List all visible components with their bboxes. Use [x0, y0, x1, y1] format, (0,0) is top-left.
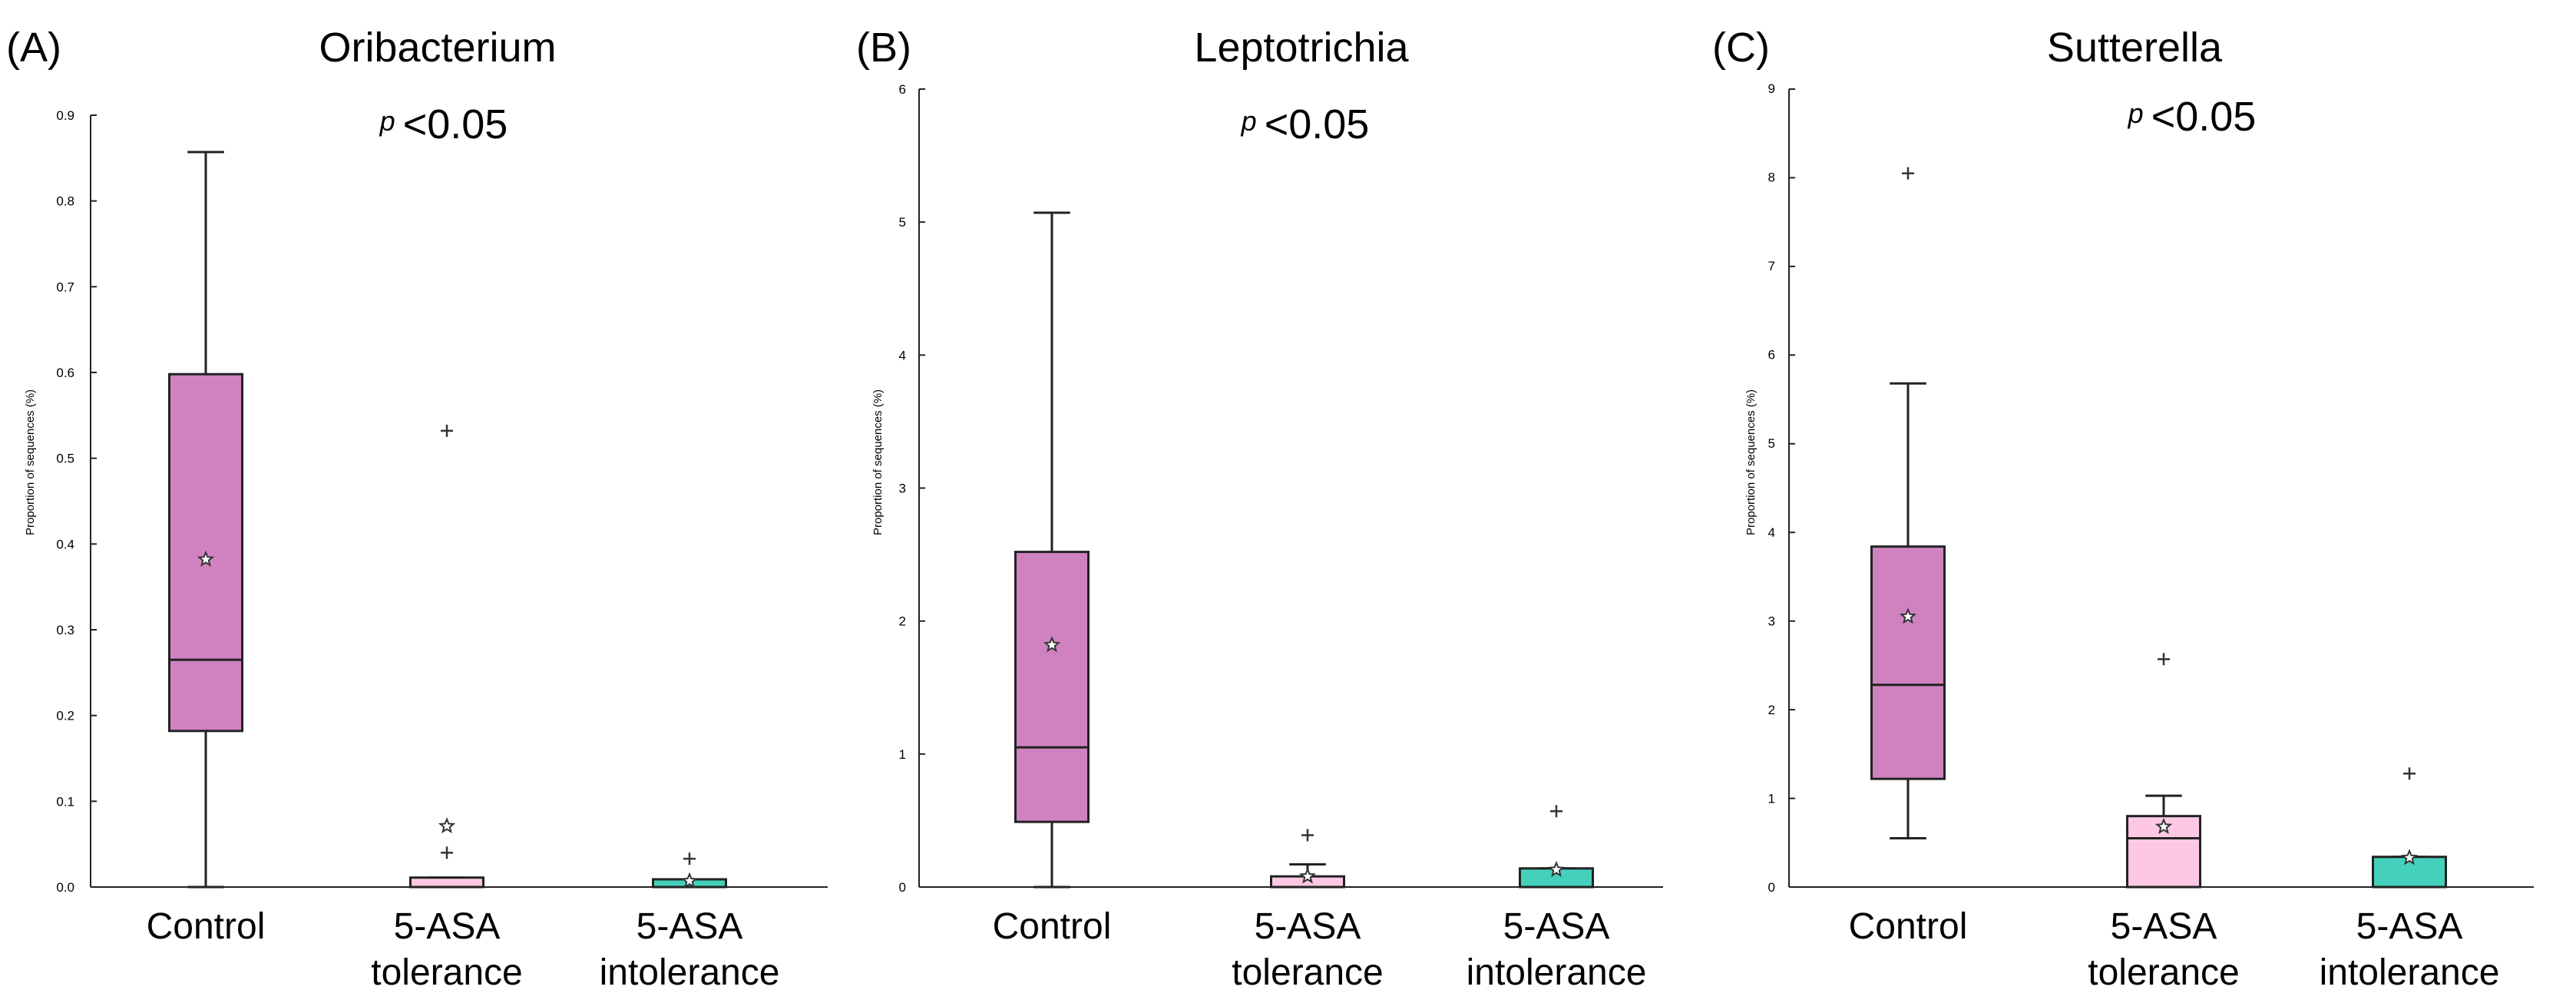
panel-a: (A) Oribacterium p <0.05 Proportion of se… — [6, 25, 828, 993]
panel-c-label: (C) — [1712, 25, 1770, 71]
panel-b-box-intolerance — [1519, 805, 1594, 889]
panel-b-xlabel-intolerance-l2: intolerance — [1467, 952, 1647, 993]
panel-a-tolerance-outlier-0 — [441, 424, 453, 437]
panel-c-pvalue: p <0.05 — [2128, 94, 2257, 140]
panel-c-box-tolerance — [2126, 653, 2201, 889]
panel-b-ytick-2: 2 — [899, 614, 906, 629]
panel-b-xlabel-tolerance-l1: 5-ASA — [1255, 906, 1361, 947]
panel-a-ytick-3: 0.3 — [56, 623, 74, 637]
panel-c-intolerance-mean-star — [2400, 849, 2419, 866]
panel-c: (C) Sutterella p <0.05 Proportion of sequ… — [1712, 25, 2534, 993]
panel-c-control-mean-star — [1899, 607, 1917, 624]
panel-c-ytick-0: 0 — [1768, 880, 1775, 895]
panel-a-ytick-6: 0.6 — [56, 366, 74, 380]
panel-a-pvalue: p <0.05 — [379, 101, 508, 147]
panel-c-ytick-1: 1 — [1768, 791, 1775, 806]
panel-c-ytick-2: 2 — [1768, 703, 1775, 717]
panel-a-title: Oribacterium — [319, 25, 556, 71]
panel-c-boxes — [1870, 167, 2447, 889]
panel-a-ytick-1: 0.1 — [56, 794, 74, 809]
panel-a-box-control — [168, 151, 243, 889]
panel-c-tolerance-outlier-0 — [2158, 653, 2170, 666]
panel-c-ytick-4: 4 — [1768, 525, 1775, 540]
panel-c-control-iqr-box — [1870, 545, 1946, 780]
panel-b-control-mean-star — [1043, 636, 1061, 653]
panel-c-title: Sutterella — [2047, 25, 2223, 71]
panel-b-xlabel-intolerance-l1: 5-ASA — [1503, 906, 1610, 947]
panel-b-tolerance-mean-star — [1298, 867, 1317, 884]
panel-c-control-outlier-0 — [1902, 167, 1914, 180]
panel-b-box-control — [1014, 211, 1090, 889]
panel-a-ytick-8: 0.8 — [56, 194, 74, 209]
panel-a-ytick-4: 0.4 — [56, 537, 74, 551]
panel-c-xlabel-intolerance-l1: 5-ASA — [2356, 906, 2463, 947]
panel-b-pvalue-p: p — [1241, 105, 1257, 137]
panel-b-ytick-6: 6 — [899, 82, 906, 97]
panel-a-box-intolerance — [652, 852, 727, 889]
panel-a-box-tolerance — [409, 424, 484, 889]
panel-a-xlabel-intolerance-l2: intolerance — [600, 952, 780, 993]
panel-a-tolerance-outlier-1 — [441, 846, 453, 859]
panel-c-pvalue-p: p — [2128, 98, 2144, 129]
panel-b-ytick-3: 3 — [899, 482, 906, 496]
panel-c-ytick-5: 5 — [1768, 436, 1775, 451]
panel-a-pvalue-text: <0.05 — [403, 101, 508, 147]
panel-a-xlabel-tolerance-l1: 5-ASA — [394, 906, 501, 947]
panel-c-ytick-6: 6 — [1768, 348, 1775, 362]
panel-b-pvalue: p <0.05 — [1241, 101, 1370, 147]
panel-c-tolerance-mean-star — [2154, 817, 2173, 834]
panel-b-pvalue-text: <0.05 — [1265, 101, 1370, 147]
panel-c-ylabel: Proportion of sequences (%) — [1744, 389, 1758, 535]
panel-c-box-intolerance — [2372, 767, 2447, 889]
panel-b-tolerance-outlier-0 — [1301, 829, 1314, 842]
panel-a-ytick-9: 0.9 — [56, 108, 74, 123]
panel-a-ytick-7: 0.7 — [56, 280, 74, 294]
panel-a-ytick-5: 0.5 — [56, 452, 74, 466]
panel-c-pvalue-text: <0.05 — [2151, 94, 2257, 140]
panel-a-pvalue-p: p — [379, 105, 395, 137]
panel-c-ytick-8: 8 — [1768, 170, 1775, 185]
panel-a-tolerance-iqr-box — [409, 876, 484, 889]
panel-c-xlabel-tolerance-l1: 5-ASA — [2111, 906, 2217, 947]
panel-b-ytick-1: 1 — [899, 747, 906, 762]
panel-b-title: Leptotrichia — [1194, 25, 1409, 71]
panel-c-ytick-7: 7 — [1768, 259, 1775, 273]
panel-a-tolerance-mean-star — [438, 817, 456, 834]
panel-a-xlabel-tolerance-l2: tolerance — [371, 952, 522, 993]
panel-c-xlabel-tolerance-l2: tolerance — [2088, 952, 2239, 993]
panel-a-intolerance-outlier-0 — [683, 852, 696, 866]
panel-a-ytick-2: 0.2 — [56, 709, 74, 723]
panel-a-xlabel-control: Control — [147, 906, 266, 947]
panel-a-ytick-0: 0.0 — [56, 880, 74, 895]
panel-c-xlabel-control: Control — [1849, 906, 1968, 947]
panel-c-ytick-9: 9 — [1768, 81, 1775, 96]
panel-b-label: (B) — [856, 25, 911, 71]
panel-a-boxes — [168, 151, 727, 889]
panel-b: (B) Leptotrichia p <0.05 Proportion of se… — [856, 25, 1663, 993]
panel-c-xlabel-intolerance-l2: intolerance — [2320, 952, 2500, 993]
panel-c-ytick-3: 3 — [1768, 614, 1775, 628]
panel-c-intolerance-outlier-0 — [2403, 767, 2416, 780]
panel-b-ylabel: Proportion of sequences (%) — [871, 389, 885, 535]
panel-b-box-tolerance — [1270, 829, 1345, 889]
panel-b-xlabel-control: Control — [993, 906, 1112, 947]
panel-b-xlabel-tolerance-l2: tolerance — [1232, 952, 1383, 993]
panel-a-label: (A) — [6, 25, 61, 71]
panel-b-intolerance-mean-star — [1547, 860, 1566, 877]
panel-c-box-control — [1870, 167, 1946, 840]
panel-b-intolerance-outlier-0 — [1550, 805, 1562, 818]
panel-a-ylabel: Proportion of sequences (%) — [24, 389, 37, 535]
panel-b-boxes — [1014, 211, 1594, 889]
panel-b-ytick-5: 5 — [899, 215, 906, 230]
panel-a-control-mean-star — [197, 550, 215, 567]
panel-b-ytick-4: 4 — [899, 348, 906, 362]
panel-a-xlabel-intolerance-l1: 5-ASA — [637, 906, 743, 947]
panel-a-intolerance-mean-star — [680, 872, 699, 889]
panel-b-control-iqr-box — [1014, 551, 1090, 823]
panel-b-ytick-0: 0 — [899, 880, 906, 895]
